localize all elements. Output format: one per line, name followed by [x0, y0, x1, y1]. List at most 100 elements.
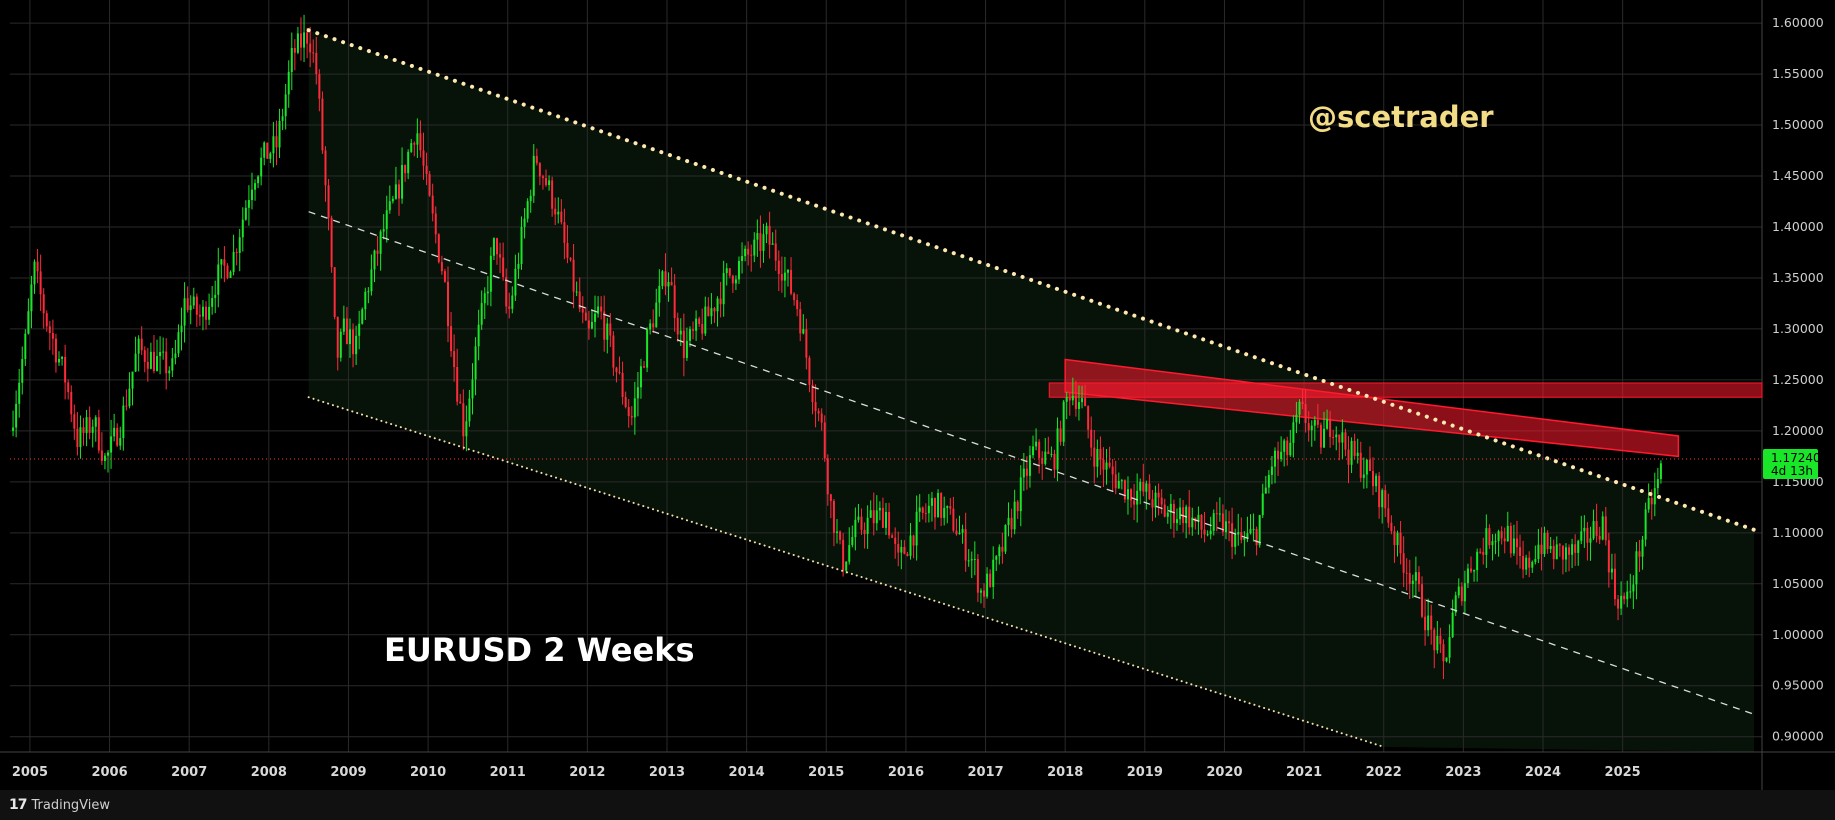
candle-body [1644, 509, 1647, 540]
candle-body [1166, 512, 1169, 517]
candle-body [741, 256, 744, 262]
candle-body [1381, 490, 1384, 508]
candle-body [551, 180, 554, 209]
candle-body [569, 257, 572, 260]
candle-body [845, 561, 848, 571]
candle-body [970, 559, 973, 561]
candle-body [97, 417, 100, 451]
candle-body [1329, 418, 1332, 437]
candle-body [909, 535, 912, 556]
price-chart[interactable]: 0.900000.950001.000001.050001.100001.150… [0, 0, 1835, 790]
candle-body [100, 450, 103, 461]
candle-body [171, 358, 174, 371]
candle-body [643, 366, 646, 368]
candle-body [1390, 522, 1393, 532]
candle-body [480, 303, 483, 325]
candle-body [1286, 440, 1289, 456]
candle-body [1154, 492, 1157, 508]
candle-body [152, 351, 155, 371]
candle-body [12, 427, 15, 431]
candle-body [174, 353, 177, 359]
candle-body [1252, 528, 1255, 530]
chart-title: EURUSD 2 Weeks [384, 631, 695, 669]
candle-body [82, 427, 85, 434]
candle-body [247, 200, 250, 208]
candle-body [722, 273, 725, 305]
candle-body [1466, 568, 1469, 584]
candle-body [1133, 500, 1136, 505]
candle-body [226, 265, 229, 278]
candle-body [434, 213, 437, 235]
candle-body [1561, 545, 1564, 560]
candle-body [1041, 457, 1044, 464]
candle-body [894, 537, 897, 544]
candle-body [520, 226, 523, 264]
candle-body [394, 184, 397, 199]
candle-body [119, 438, 122, 446]
candle-body [505, 276, 508, 307]
candle-body [1240, 532, 1243, 540]
candle-body [943, 507, 946, 518]
candle-body [27, 311, 30, 334]
candle-body [673, 285, 676, 318]
candle-body [1307, 423, 1310, 431]
candle-body [750, 254, 753, 256]
candle-body [1558, 544, 1561, 546]
time-tick-label: 2007 [171, 765, 207, 780]
price-tick-label: 1.60000 [1772, 15, 1824, 30]
candle-body [407, 151, 410, 174]
candle-body [881, 507, 884, 528]
candle-body [1218, 513, 1221, 515]
candle-body [1087, 406, 1090, 430]
candle-body [299, 33, 302, 48]
price-tick-label: 1.20000 [1772, 423, 1824, 438]
time-tick-label: 2008 [251, 765, 287, 780]
candle-body [790, 269, 793, 294]
candle-body [1139, 481, 1142, 491]
candle-body [189, 305, 192, 311]
candle-body [967, 560, 970, 562]
candle-body [39, 271, 42, 295]
candle-body [1292, 422, 1295, 443]
candle-body [79, 427, 82, 448]
candle-body [1212, 513, 1215, 531]
candle-body [1647, 498, 1650, 510]
price-tick-label: 1.40000 [1772, 219, 1824, 234]
candle-body [486, 291, 489, 294]
time-tick-label: 2019 [1127, 765, 1163, 780]
candle-body [437, 234, 440, 263]
candle-body [737, 261, 740, 280]
price-tick-label: 1.55000 [1772, 66, 1824, 81]
time-tick-label: 2010 [410, 765, 446, 780]
candle-body [159, 352, 162, 357]
candle-body [1620, 595, 1623, 609]
candle-body [1436, 635, 1439, 651]
candle-body [529, 195, 532, 202]
candle-body [538, 163, 541, 177]
candle-body [1411, 580, 1414, 584]
candle-body [885, 512, 887, 528]
candle-body [848, 545, 851, 562]
candle-body [1571, 544, 1574, 555]
candle-body [1592, 521, 1595, 539]
candle-body [64, 356, 67, 383]
candle-body [1543, 532, 1546, 554]
brand-name[interactable]: TradingView [31, 797, 111, 813]
candle-body [854, 519, 857, 538]
candle-body [532, 155, 535, 196]
candle-body [1319, 424, 1322, 448]
candle-body [866, 517, 869, 534]
candle-body [783, 272, 786, 281]
candle-body [1142, 481, 1145, 492]
candle-body [814, 402, 817, 412]
candle-body [91, 426, 94, 433]
candle-body [1172, 503, 1175, 524]
candle-body [1145, 483, 1148, 492]
candle-body [695, 318, 698, 331]
candle-body [391, 198, 394, 202]
time-tick-label: 2013 [649, 765, 685, 780]
candle-body [1368, 459, 1371, 472]
candle-body [1179, 507, 1182, 520]
candle-body [1206, 534, 1209, 536]
candle-body [1402, 553, 1405, 573]
